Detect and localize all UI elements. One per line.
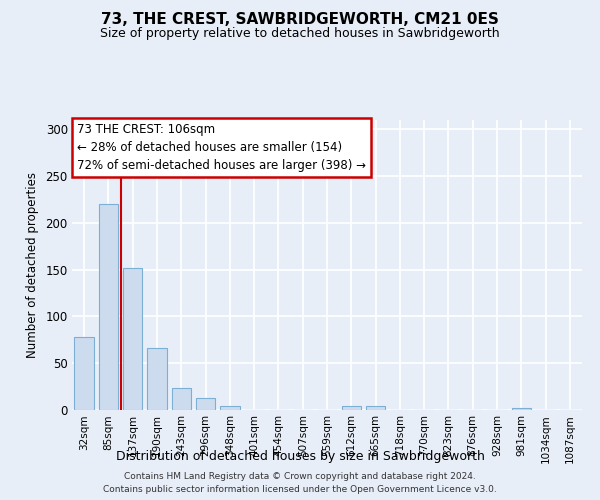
Text: 73 THE CREST: 106sqm
← 28% of detached houses are smaller (154)
72% of semi-deta: 73 THE CREST: 106sqm ← 28% of detached h… bbox=[77, 123, 366, 172]
Bar bbox=[123, 268, 142, 410]
Bar bbox=[366, 406, 385, 410]
Text: Contains HM Land Registry data © Crown copyright and database right 2024.: Contains HM Land Registry data © Crown c… bbox=[124, 472, 476, 481]
Bar bbox=[74, 337, 94, 410]
Y-axis label: Number of detached properties: Number of detached properties bbox=[26, 172, 38, 358]
Bar bbox=[196, 398, 215, 410]
Text: Contains public sector information licensed under the Open Government Licence v3: Contains public sector information licen… bbox=[103, 485, 497, 494]
Bar bbox=[172, 388, 191, 410]
Bar bbox=[147, 348, 167, 410]
Bar bbox=[512, 408, 531, 410]
Text: 73, THE CREST, SAWBRIDGEWORTH, CM21 0ES: 73, THE CREST, SAWBRIDGEWORTH, CM21 0ES bbox=[101, 12, 499, 28]
Bar bbox=[99, 204, 118, 410]
Text: Distribution of detached houses by size in Sawbridgeworth: Distribution of detached houses by size … bbox=[116, 450, 484, 463]
Bar bbox=[220, 406, 239, 410]
Text: Size of property relative to detached houses in Sawbridgeworth: Size of property relative to detached ho… bbox=[100, 28, 500, 40]
Bar bbox=[341, 406, 361, 410]
